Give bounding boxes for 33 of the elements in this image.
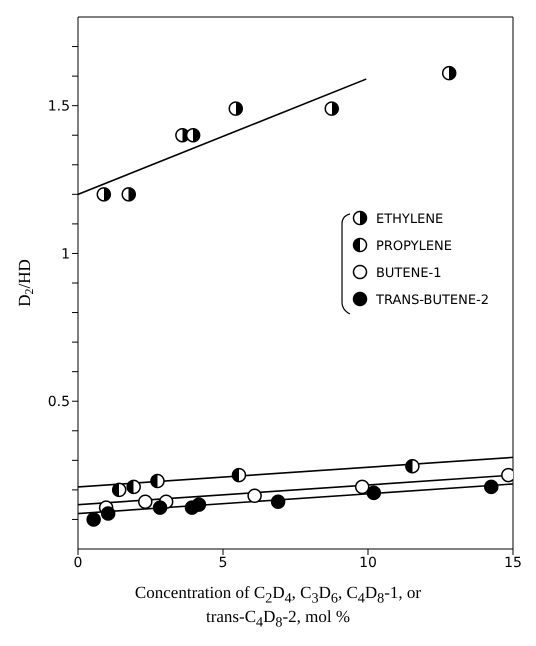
x-tick-label: 10 [359, 554, 377, 571]
point [96, 187, 112, 202]
point [405, 458, 420, 474]
point [324, 101, 339, 116]
point [192, 497, 206, 512]
y-tick-label: 1 [61, 246, 70, 262]
point [126, 480, 141, 494]
point [270, 494, 286, 509]
point [86, 512, 101, 527]
y-tick-label: 0.5 [48, 394, 70, 410]
point [366, 486, 382, 500]
point [112, 482, 126, 498]
point [100, 506, 116, 521]
point [247, 488, 262, 504]
legend-label: PROPYLENE [376, 239, 452, 254]
legend-label: BUTENE-1 [376, 266, 442, 281]
legend-label: ETHYLENE [376, 212, 444, 227]
point [228, 101, 244, 116]
legend-label: TRANS-BUTENE-2 [375, 293, 490, 308]
x-tick-label: 0 [74, 554, 82, 571]
point [484, 480, 498, 494]
point [442, 66, 456, 80]
point [150, 474, 165, 488]
x-tick-label: 5 [218, 554, 228, 571]
text: Concentration of C$_{2}$D$_{4}$, C$_{3}$D$_{6}$, C$_{4}$D$_{8}$-1, or trans-C$_{4}$D$_{8}$-2, mol % [134, 583, 422, 631]
point [138, 494, 153, 509]
point [354, 480, 370, 494]
point [122, 187, 136, 202]
y-tick-label: 1.5 [48, 98, 70, 115]
x-tick-label: 15 [504, 554, 522, 571]
point [186, 128, 200, 142]
point [232, 468, 246, 482]
point [152, 500, 168, 515]
